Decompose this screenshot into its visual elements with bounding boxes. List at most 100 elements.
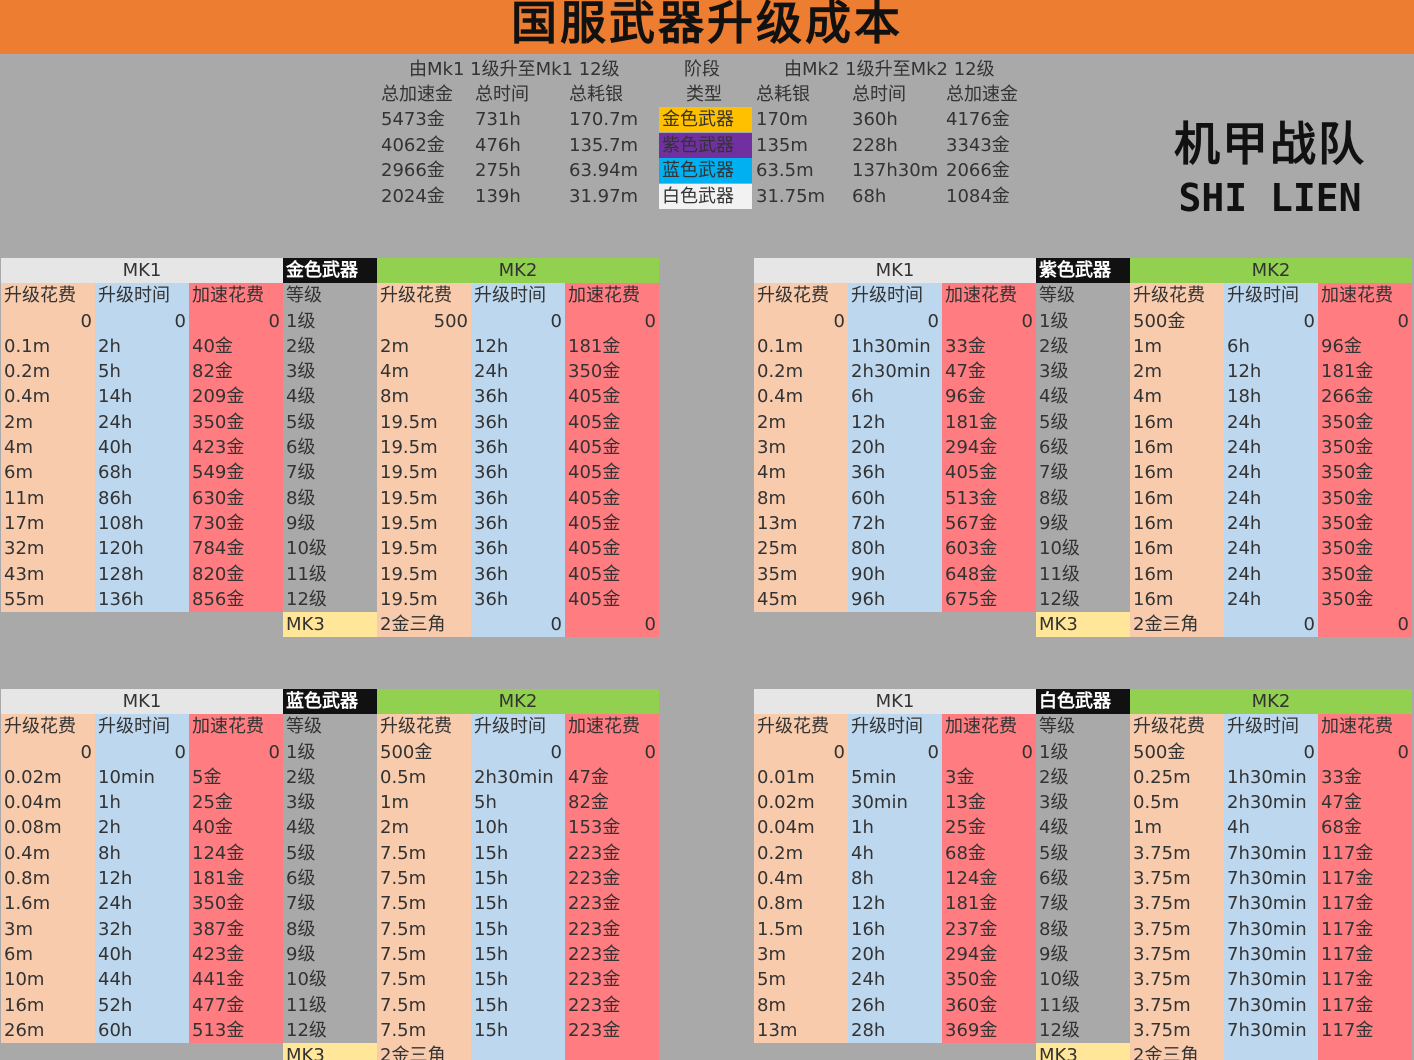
table-cell: 2m [377, 815, 471, 841]
table-cell: 6级 [1036, 866, 1130, 892]
weapon-type-label: 蓝色武器 [283, 689, 377, 715]
summary-cell: 1084金 [946, 185, 1010, 207]
table-cell: 8m [754, 485, 848, 511]
summary-col-header: 总时间 [852, 84, 906, 105]
table-row: 10m 44h 441金 10级 7.5m 15h 223金 [1, 967, 661, 993]
table-cell: 405金 [565, 460, 659, 486]
table-cell: 0 [754, 308, 848, 334]
table-cell: 4m [377, 359, 471, 385]
table-cell: 7级 [283, 891, 377, 917]
table-row: 0.1m 1h30min 33金 2级 1m 6h 96金 [754, 333, 1414, 360]
team-logo: 机甲战队 SHI LIEN [1150, 108, 1390, 220]
column-header: 升级花费 [1, 714, 95, 740]
table-cell: 16m [1130, 510, 1224, 537]
table-cell: 3.75m [1130, 891, 1224, 917]
table-cell: 2h30min [1224, 790, 1318, 816]
table-cell: 500金 [1130, 739, 1224, 765]
spacer [1, 612, 283, 638]
table-row: 4m 36h 405金 7级 16m 24h 350金 [754, 460, 1414, 486]
table-cell: 17m [1, 510, 95, 537]
column-header: 升级时间 [95, 283, 189, 309]
summary-cell: 139h [475, 185, 521, 207]
title-banner: 国服武器升级成本 [0, 0, 1414, 54]
table-cell: 0 [1318, 739, 1412, 765]
mk2-header: MK2 [377, 258, 659, 284]
table-cell: 1h [848, 815, 942, 841]
table-cell: 35m [754, 561, 848, 587]
table-cell: 4h [1224, 815, 1318, 841]
table-cell: 0.4m [1, 384, 95, 410]
table-cell: 405金 [565, 510, 659, 537]
table-cell: 223金 [565, 967, 659, 993]
table-cell: 19.5m [377, 485, 471, 511]
table-cell: 80h [848, 536, 942, 562]
table-cell: 0.8m [754, 891, 848, 917]
table-cell: 0 [471, 739, 565, 765]
table-cell: 7h30min [1224, 866, 1318, 892]
table-cell: 10m [1, 967, 95, 993]
table-cell: 117金 [1318, 967, 1412, 993]
table-cell: 350金 [1318, 561, 1412, 587]
table-cell: 9级 [283, 510, 377, 537]
table-cell: 5金 [189, 764, 283, 791]
table-row: 17m 108h 730金 9级 19.5m 36h 405金 [1, 510, 661, 537]
table-cell: 0.4m [754, 384, 848, 410]
table-row: 13m 72h 567金 9级 16m 24h 350金 [754, 510, 1414, 537]
table-cell: 0.04m [754, 815, 848, 841]
table-cell: 12h [848, 409, 942, 436]
table-cell: 30min [848, 790, 942, 816]
table-cell: 3m [754, 435, 848, 461]
table-cell: 1m [1130, 815, 1224, 841]
table-cell: 15h [471, 1017, 565, 1044]
table-cell: 68金 [1318, 815, 1412, 841]
table-cell: 0 [848, 308, 942, 334]
table-cell: 6m [1, 460, 95, 486]
table-cell: 86h [95, 485, 189, 511]
table-cell: 405金 [942, 460, 1036, 486]
table-cell: 1.6m [1, 891, 95, 917]
table-cell: 7.5m [377, 891, 471, 917]
table-cell: 4级 [283, 815, 377, 841]
panel-white: MK1 白色武器 MK2 升级花费 升级时间 加速花费 等级 升级花费 升级时间 加速花费 0 0 0 1… [754, 689, 1414, 1060]
table-row: 2m 12h 181金 5级 16m 24h 350金 [754, 409, 1414, 436]
table-cell: 181金 [942, 409, 1036, 436]
table-cell: 47金 [565, 764, 659, 791]
table-cell: 44h [95, 967, 189, 993]
table-cell: 675金 [942, 586, 1036, 613]
table-cell: 7.5m [377, 1017, 471, 1044]
table-cell: 3.75m [1130, 941, 1224, 968]
table-cell: 0 [754, 739, 848, 765]
table-cell: 405金 [565, 409, 659, 436]
table-cell: 820金 [189, 561, 283, 587]
table-cell: 47金 [942, 359, 1036, 385]
table-cell: 60h [95, 1017, 189, 1044]
table-cell: 24h [848, 967, 942, 993]
table-cell: 9级 [1036, 941, 1130, 968]
spacer [1, 1043, 283, 1060]
table-row: 45m 96h 675金 12级 16m 24h 350金 [754, 586, 1414, 613]
table-cell: 10h [471, 815, 565, 841]
table-cell: 24h [471, 359, 565, 385]
mk3-label: MK3 [1036, 612, 1130, 638]
table-cell: 24h [1224, 460, 1318, 486]
mk3-time [471, 1043, 565, 1060]
column-header: 升级时间 [471, 283, 565, 309]
mk3-cost: 2金三角 [377, 1043, 471, 1060]
summary-cell: 731h [475, 109, 521, 130]
table-cell: 96金 [942, 384, 1036, 410]
table-cell: 19.5m [377, 460, 471, 486]
table-cell: 2h [95, 815, 189, 841]
table-cell: 500金 [377, 739, 471, 765]
mk1-header: MK1 [754, 258, 1036, 284]
column-header: 升级时间 [848, 283, 942, 309]
table-cell: 7h30min [1224, 967, 1318, 993]
table-cell: 0 [1, 739, 95, 765]
table-cell: 96金 [1318, 333, 1412, 360]
table-cell: 0 [1, 308, 95, 334]
panel-header-row: MK1 白色武器 MK2 [754, 689, 1414, 715]
table-cell: 350金 [565, 359, 659, 385]
table-row: 0 0 0 1级 500金 0 0 [1, 739, 661, 765]
table-cell: 2m [1130, 359, 1224, 385]
table-cell: 1级 [283, 739, 377, 765]
table-cell: 33金 [1318, 764, 1412, 791]
